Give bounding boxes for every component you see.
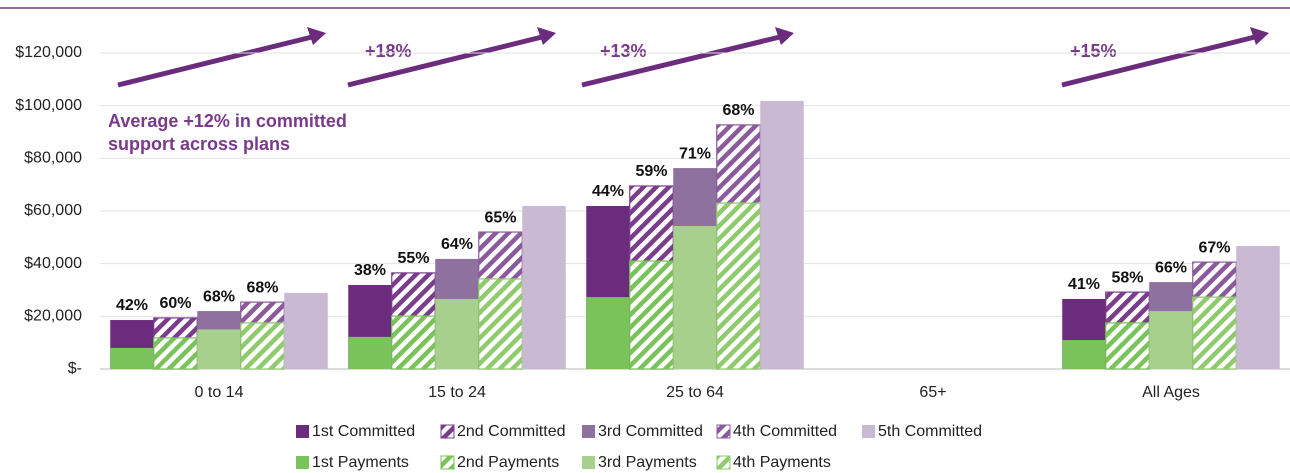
bar [348, 336, 392, 369]
legend-swatch [716, 455, 731, 470]
data-label: 67% [1198, 239, 1230, 256]
y-tick-label: $100,000 [15, 97, 82, 114]
data-label: 68% [246, 279, 278, 296]
data-label: 41% [1068, 276, 1100, 293]
x-tick-label: 15 to 24 [428, 384, 486, 401]
legend-swatch [582, 425, 595, 438]
legend-swatch [582, 456, 595, 469]
data-label: 60% [159, 295, 191, 312]
arrow [581, 34, 781, 88]
arrowhead [1250, 27, 1269, 45]
bar [586, 297, 630, 369]
bar [1236, 246, 1280, 369]
y-tick-label: $20,000 [24, 308, 82, 325]
data-label: 59% [635, 163, 667, 180]
bar [391, 315, 436, 370]
arrow [347, 34, 543, 88]
arrowhead [537, 27, 556, 45]
legend-label: 3rd Payments [598, 454, 697, 471]
x-tick-label: 65+ [919, 384, 946, 401]
bar [284, 292, 328, 369]
bar [1149, 311, 1193, 369]
data-label: 68% [722, 102, 754, 119]
legend-swatch [716, 424, 731, 439]
arrowhead [775, 27, 794, 45]
legend-swatch [296, 425, 309, 438]
bar [153, 337, 198, 370]
x-tick-label: All Ages [1142, 384, 1200, 401]
annotation: +13% [600, 41, 647, 61]
bar [673, 226, 717, 369]
bar [629, 260, 674, 370]
bar [1105, 322, 1150, 370]
legend-label: 2nd Committed [457, 423, 566, 440]
legend-swatch [862, 425, 875, 438]
data-label: 44% [592, 183, 624, 200]
y-tick-label: $80,000 [24, 150, 82, 167]
data-label: 71% [679, 145, 711, 162]
annotation: +18% [365, 41, 412, 61]
bar [240, 322, 285, 370]
bar [760, 100, 804, 369]
arrowheads [307, 27, 1269, 45]
data-label: 65% [484, 209, 516, 226]
legend-swatch [440, 424, 455, 439]
annotation: Average +12% in committed [108, 111, 347, 131]
data-label: 58% [1111, 269, 1143, 286]
legend-label: 5th Committed [878, 423, 982, 440]
arrow [117, 34, 313, 88]
legend-label: 1st Committed [312, 423, 415, 440]
data-label: 55% [397, 250, 429, 267]
legend-label: 4th Payments [733, 454, 831, 471]
arrowhead [307, 27, 326, 45]
bar [1062, 340, 1106, 369]
bar [110, 347, 154, 369]
data-label: 38% [354, 262, 386, 279]
bar [522, 205, 566, 369]
x-tick-label: 0 to 14 [195, 384, 244, 401]
legend-label: 4th Committed [733, 423, 837, 440]
arrows [117, 34, 1256, 88]
legend-label: 3rd Committed [598, 423, 703, 440]
y-tick-label: $40,000 [24, 255, 82, 272]
y-tick-label: $60,000 [24, 202, 82, 219]
bar [478, 278, 523, 370]
data-label: 66% [1155, 259, 1187, 276]
legend-swatch [440, 455, 455, 470]
data-label: 68% [203, 288, 235, 305]
bar [1192, 296, 1237, 370]
legend-swatch [296, 456, 309, 469]
bar [435, 298, 479, 369]
data-label: 42% [116, 297, 148, 314]
legend-label: 2nd Payments [457, 454, 559, 471]
annotation: support across plans [108, 134, 290, 154]
annotation: +15% [1070, 41, 1117, 61]
x-tick-label: 25 to 64 [666, 384, 724, 401]
arrow [1061, 34, 1256, 88]
legend-label: 1st Payments [312, 454, 409, 471]
y-tick-label: $120,000 [15, 44, 82, 61]
data-label: 64% [441, 236, 473, 253]
bar [197, 329, 241, 369]
bar [716, 202, 761, 370]
y-tick-label: $- [68, 360, 82, 377]
